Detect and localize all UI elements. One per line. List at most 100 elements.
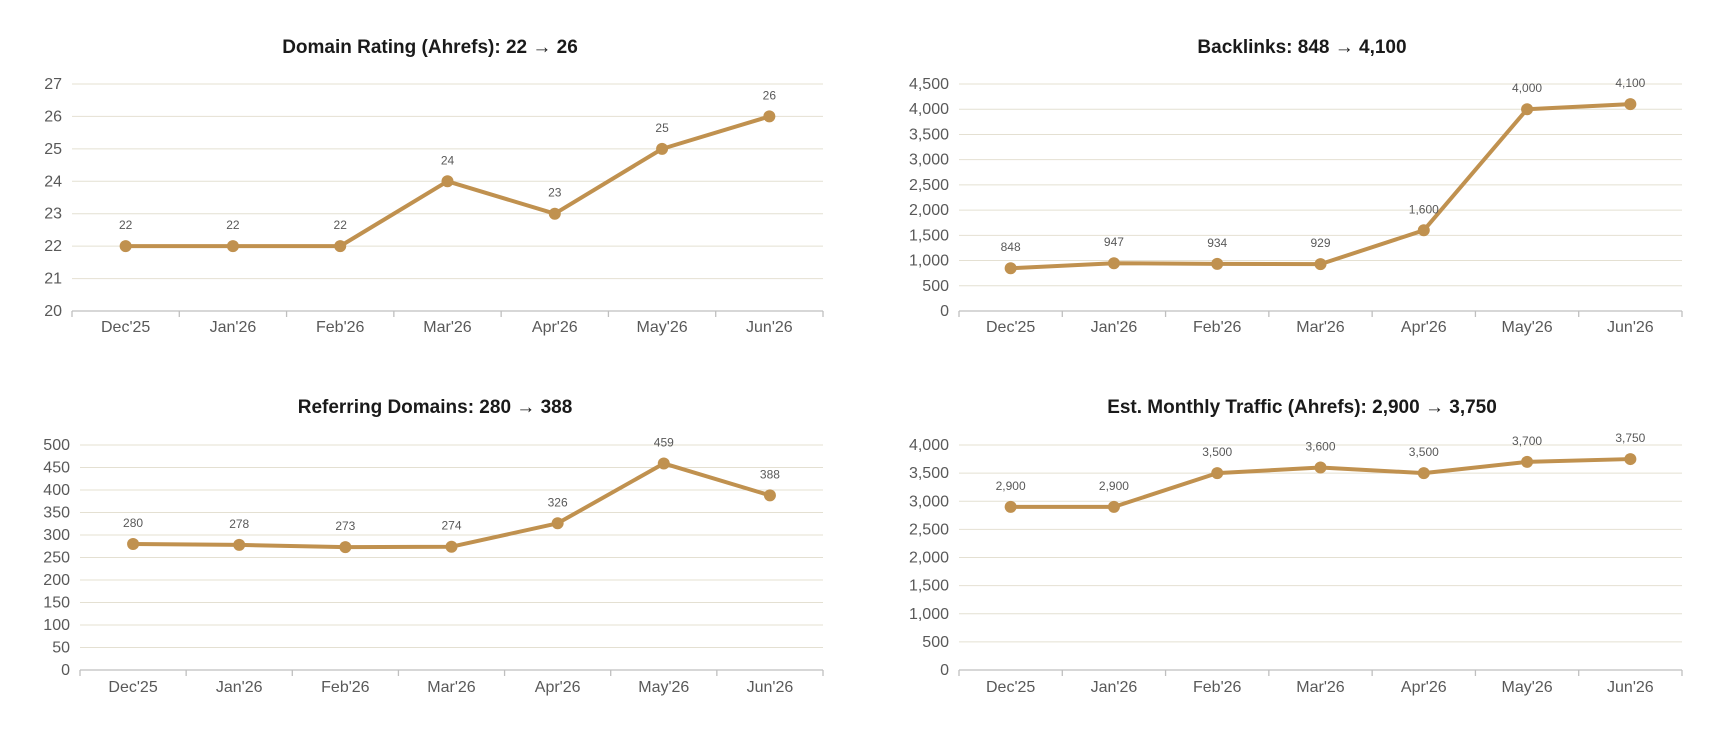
y-tick-label: 21 — [44, 271, 62, 288]
y-tick-label: 0 — [61, 662, 70, 679]
x-tick-label: Jan'26 — [1091, 319, 1138, 336]
y-tick-label: 3,000 — [909, 493, 949, 510]
data-point — [763, 489, 776, 502]
data-point — [1107, 257, 1120, 270]
x-tick-label: Jun'26 — [1607, 319, 1654, 336]
x-tick-label: Apr'26 — [1401, 679, 1447, 696]
data-label: 3,750 — [1615, 431, 1645, 445]
y-tick-label: 500 — [922, 634, 949, 651]
chart-monthly-traffic: Est. Monthly Traffic (Ahrefs): 2,900 → 3… — [859, 373, 1718, 746]
data-label: 4,100 — [1615, 76, 1645, 90]
data-label: 22 — [226, 218, 240, 232]
data-label: 326 — [548, 495, 568, 509]
y-tick-label: 25 — [44, 141, 62, 158]
y-tick-label: 400 — [43, 482, 70, 499]
x-tick-label: Dec'25 — [101, 319, 150, 336]
data-point — [1004, 500, 1017, 513]
y-tick-label: 2,500 — [909, 177, 949, 194]
chart-domain-rating: Domain Rating (Ahrefs): 22 → 26 20 21 22 23 2… — [0, 0, 859, 373]
y-tick-label: 24 — [44, 173, 62, 190]
y-tick-label: 0 — [940, 662, 949, 679]
x-tick-label: Mar'26 — [427, 679, 476, 696]
y-tick-label: 200 — [43, 572, 70, 589]
data-label: 26 — [763, 88, 777, 102]
data-label: 929 — [1310, 236, 1330, 250]
data-point — [1521, 455, 1534, 468]
data-point — [1314, 461, 1327, 474]
y-tick-label: 1,000 — [909, 253, 949, 270]
data-label: 2,900 — [996, 479, 1026, 493]
chart-svg-backlinks: Backlinks: 848 → 4,100 0 500 1,000 1,500 2,00… — [909, 37, 1683, 336]
y-tick-label: 500 — [922, 278, 949, 295]
x-tick-label: Apr'26 — [1401, 319, 1447, 336]
data-point — [334, 240, 347, 253]
data-label: 23 — [548, 186, 562, 200]
data-label: 1,600 — [1409, 202, 1439, 216]
data-point — [1314, 258, 1327, 271]
data-point — [441, 175, 454, 188]
y-tick-label: 2,000 — [909, 550, 949, 567]
data-point — [1417, 224, 1430, 237]
x-tick-label: Jan'26 — [210, 319, 257, 336]
data-label: 2,900 — [1099, 479, 1129, 493]
x-tick-label: May'26 — [1502, 319, 1553, 336]
y-tick-label: 350 — [43, 505, 70, 522]
data-label: 22 — [334, 218, 348, 232]
x-tick-label: Dec'25 — [108, 679, 157, 696]
data-point — [119, 240, 132, 253]
data-point — [1521, 103, 1534, 116]
data-label: 3,600 — [1305, 440, 1335, 454]
y-tick-label: 3,500 — [909, 126, 949, 143]
data-label: 459 — [654, 435, 674, 449]
x-tick-label: Jan'26 — [216, 679, 263, 696]
y-tick-label: 1,000 — [909, 606, 949, 623]
x-tick-label: May'26 — [1502, 679, 1553, 696]
x-tick-label: Feb'26 — [321, 679, 370, 696]
data-label: 24 — [441, 153, 455, 167]
x-tick-label: Feb'26 — [1193, 319, 1242, 336]
x-tick-label: Jun'26 — [746, 319, 793, 336]
data-point — [1004, 262, 1017, 275]
chart-title: Est. Monthly Traffic (Ahrefs): 2,900 → 3… — [1107, 397, 1497, 418]
data-label: 3,500 — [1409, 445, 1439, 459]
x-tick-label: Mar'26 — [423, 319, 472, 336]
y-tick-label: 500 — [43, 437, 70, 454]
data-point — [548, 207, 561, 220]
x-tick-label: Mar'26 — [1296, 679, 1345, 696]
data-point — [1624, 453, 1637, 466]
y-tick-label: 23 — [44, 206, 62, 223]
data-label: 4,000 — [1512, 81, 1542, 95]
chart-referring-domains: Referring Domains: 280 → 388 0 50 100 150 200… — [0, 373, 859, 746]
y-tick-label: 250 — [43, 550, 70, 567]
data-label: 3,700 — [1512, 434, 1542, 448]
chart-svg-domain-rating: Domain Rating (Ahrefs): 22 → 26 20 21 22 23 2… — [44, 37, 824, 336]
y-tick-label: 50 — [52, 640, 70, 657]
data-label: 25 — [655, 121, 669, 135]
data-point — [656, 142, 669, 155]
data-label: 280 — [123, 516, 143, 530]
data-point — [763, 110, 776, 123]
data-point — [226, 240, 239, 253]
data-label: 273 — [335, 519, 355, 533]
chart-svg-referring-domains: Referring Domains: 280 → 388 0 50 100 150 200… — [43, 397, 824, 696]
data-point — [339, 541, 352, 554]
data-label: 274 — [441, 519, 461, 533]
data-label: 388 — [760, 467, 780, 481]
data-point — [127, 538, 140, 550]
y-tick-label: 1,500 — [909, 227, 949, 244]
data-point — [657, 457, 670, 470]
data-point — [1211, 257, 1224, 270]
data-point — [551, 517, 564, 530]
data-label: 3,500 — [1202, 445, 1232, 459]
y-tick-label: 450 — [43, 460, 70, 477]
y-tick-label: 150 — [43, 595, 70, 612]
y-tick-label: 0 — [940, 303, 949, 320]
y-tick-label: 26 — [44, 108, 62, 125]
y-tick-label: 4,000 — [909, 437, 949, 454]
x-tick-label: Feb'26 — [1193, 679, 1242, 696]
y-tick-label: 27 — [44, 76, 62, 93]
x-tick-label: May'26 — [638, 679, 689, 696]
data-point — [1417, 467, 1430, 480]
x-tick-label: Feb'26 — [316, 319, 365, 336]
data-point — [1624, 98, 1637, 111]
